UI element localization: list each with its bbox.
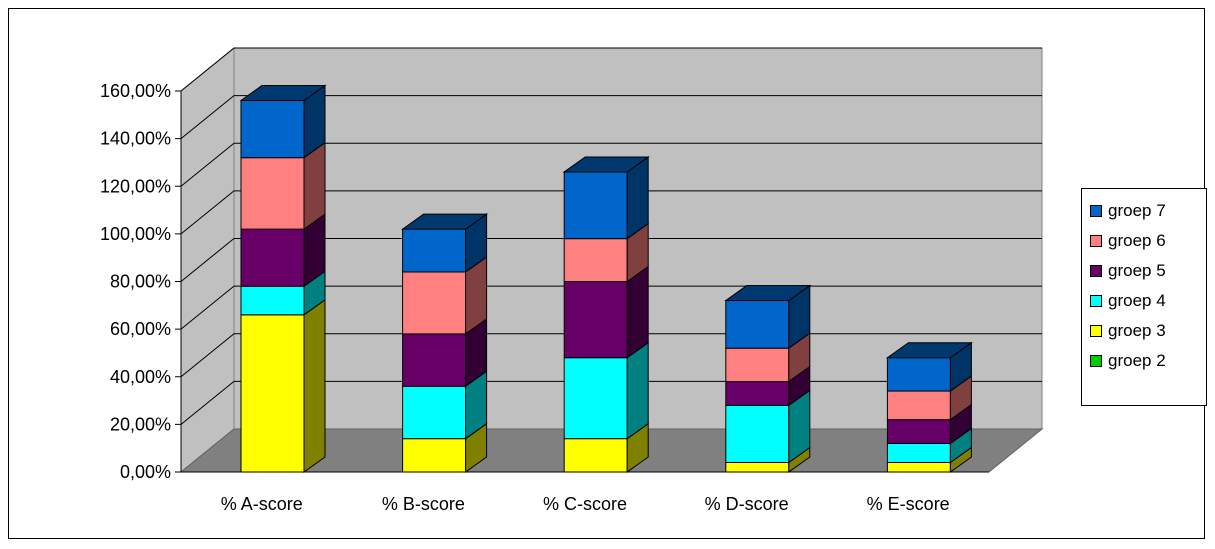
legend-label: groep 3 — [1108, 321, 1166, 340]
bar-segment — [563, 357, 628, 440]
legend-swatch — [1090, 355, 1102, 367]
legend-item: groep 3 — [1090, 316, 1206, 346]
bar-segment — [886, 442, 951, 463]
bar-segment-side — [303, 298, 326, 473]
gridline — [180, 190, 1042, 235]
bar-segment — [402, 271, 467, 335]
bar-segment — [725, 404, 790, 463]
bar-segment — [240, 285, 305, 316]
legend-label: groep 2 — [1108, 351, 1166, 370]
y-tick-label: 140,00% — [100, 129, 171, 149]
bar-segment — [725, 300, 790, 349]
legend-item: groep 4 — [1090, 286, 1206, 316]
legend-item: groep 6 — [1090, 226, 1206, 256]
bar-segment — [886, 357, 951, 392]
gridline — [180, 142, 1042, 187]
y-tick-label: 60,00% — [110, 319, 171, 339]
gridline — [180, 238, 1042, 282]
x-tick-label: % E-score — [867, 494, 950, 514]
chart-plot: 0,00% 20,00% 40,00% 60,00% 80,00% 100,00% 120,… — [100, 46, 1044, 514]
y-tick-label: 160,00% — [100, 81, 171, 101]
legend-label: groep 4 — [1108, 291, 1166, 310]
bar-top — [724, 285, 812, 302]
bar-segment — [725, 347, 790, 383]
legend-item: groep 7 — [1090, 196, 1206, 226]
bar-segment — [402, 333, 467, 387]
legend-swatch — [1090, 265, 1102, 277]
y-tick-label: 20,00% — [110, 414, 171, 434]
legend-swatch — [1090, 325, 1102, 337]
bar-segment — [402, 228, 467, 273]
y-tick-label: 80,00% — [110, 272, 171, 292]
x-tick-label: % A-score — [221, 494, 303, 514]
y-tick-label: 40,00% — [110, 367, 171, 387]
x-tick-label: % B-score — [382, 494, 465, 514]
y-tick-label: 100,00% — [100, 224, 171, 244]
bar-segment — [402, 385, 467, 440]
legend-label: groep 6 — [1108, 231, 1166, 250]
bar-top — [239, 85, 327, 102]
legend-label: groep 7 — [1108, 201, 1166, 220]
bar-segment — [563, 171, 628, 240]
x-tick-label: % D-score — [705, 494, 789, 514]
bar-segment — [886, 461, 951, 473]
bar-segment — [240, 157, 305, 230]
bar-segment — [563, 238, 628, 282]
bar-segment — [725, 461, 790, 473]
bar-top — [885, 342, 973, 359]
x-tick-label: % C-score — [543, 494, 627, 514]
bar-segment — [886, 390, 951, 421]
legend-item: groep 2 — [1090, 346, 1206, 376]
bar-top — [562, 156, 650, 173]
bar-segment — [563, 281, 628, 359]
bar-segment-side — [626, 265, 649, 359]
bar-segment-side — [626, 341, 649, 440]
bar-segment — [886, 419, 951, 444]
bar-segment — [725, 381, 790, 406]
legend-swatch — [1090, 235, 1102, 247]
gridline — [180, 47, 1042, 92]
legend-swatch — [1090, 295, 1102, 307]
bar-segment — [402, 438, 467, 473]
legend-item: groep 5 — [1090, 256, 1206, 286]
chart-frame: 0,00% 20,00% 40,00% 60,00% 80,00% 100,00% 120,… — [8, 8, 1205, 539]
bar-segment — [240, 314, 305, 473]
gridline — [180, 95, 1042, 140]
y-tick-label: 120,00% — [100, 176, 171, 196]
bar-top — [401, 213, 489, 230]
legend-label: groep 5 — [1108, 261, 1166, 280]
bar-segment — [240, 100, 305, 159]
bar-segment — [563, 438, 628, 473]
y-tick-label: 0,00% — [120, 462, 171, 482]
chart-legend: groep 7 groep 6 groep 5 groep 4 groep 3 groep… — [1081, 188, 1207, 406]
bar-segment — [240, 228, 305, 287]
legend-swatch — [1090, 205, 1102, 217]
